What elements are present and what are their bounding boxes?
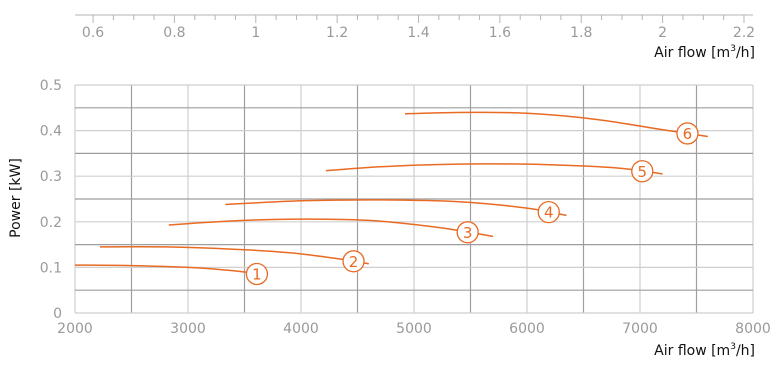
curve-label-circle-4 bbox=[537, 200, 560, 224]
secondary-x-tick-label: 1.4 bbox=[407, 25, 429, 41]
y-tick-label: 0 bbox=[53, 306, 62, 322]
x-tick-label: 5000 bbox=[396, 321, 432, 337]
x-tick-label: 2000 bbox=[57, 321, 93, 337]
curve-label-4: 4 bbox=[544, 204, 554, 222]
x-tick-label: 4000 bbox=[283, 321, 319, 337]
y-axis-title: Power [kW] bbox=[8, 158, 24, 238]
y-tick-label: 0.3 bbox=[40, 169, 62, 185]
axes: 2000 3000 4000 5000 6000 7000 8000 0 0.1 0.2 0.3 0.… bbox=[40, 14, 771, 337]
secondary-x-tick-label: 2.2 bbox=[733, 25, 755, 41]
curve-label-circle-3 bbox=[456, 221, 479, 244]
secondary-x-tick-label: 1 bbox=[251, 25, 260, 41]
secondary-x-tick-label: 1.2 bbox=[326, 25, 348, 41]
curve-label-3: 3 bbox=[463, 224, 473, 242]
x-tick-label: 3000 bbox=[170, 321, 206, 337]
y-tick-label: 0.1 bbox=[40, 260, 62, 276]
curve-label-circle-2 bbox=[342, 250, 365, 273]
curve-6 bbox=[404, 111, 708, 138]
curve-labels: 1 2 3 4 5 6 bbox=[245, 122, 699, 286]
x-axis-title: Air flow [m3/h] bbox=[654, 342, 755, 359]
y-tick-label: 0.5 bbox=[40, 78, 62, 94]
curve-5 bbox=[325, 163, 663, 175]
curves bbox=[74, 111, 708, 277]
x-tick-label: 8000 bbox=[735, 321, 771, 337]
y-tick-label: 0.4 bbox=[40, 124, 62, 140]
curve-label-circle-6 bbox=[676, 122, 699, 145]
secondary-x-tick-label: 1.6 bbox=[489, 25, 511, 41]
secondary-x-tick-label: 0.6 bbox=[82, 25, 104, 41]
secondary-x-axis-title: Air flow [m3/h] bbox=[654, 44, 755, 61]
secondary-x-tick-label: 1.8 bbox=[570, 25, 592, 41]
curve-label-2: 2 bbox=[349, 253, 359, 271]
curve-label-5: 5 bbox=[637, 163, 647, 181]
x-tick-label: 7000 bbox=[622, 321, 658, 337]
curve-label-6: 6 bbox=[683, 125, 693, 143]
secondary-x-tick-label: 0.8 bbox=[163, 25, 185, 41]
curve-3 bbox=[168, 218, 494, 238]
secondary-x-tick-label: 2 bbox=[658, 25, 667, 41]
y-tick-label: 0.2 bbox=[40, 215, 62, 231]
curve-4 bbox=[225, 199, 567, 217]
curve-label-circle-1 bbox=[245, 262, 269, 286]
curve-label-1: 1 bbox=[252, 265, 262, 283]
x-tick-label: 6000 bbox=[509, 321, 545, 337]
curve-1 bbox=[74, 264, 268, 277]
curve-2 bbox=[99, 245, 369, 265]
curve-label-circle-5 bbox=[631, 160, 654, 183]
grid bbox=[74, 84, 754, 314]
